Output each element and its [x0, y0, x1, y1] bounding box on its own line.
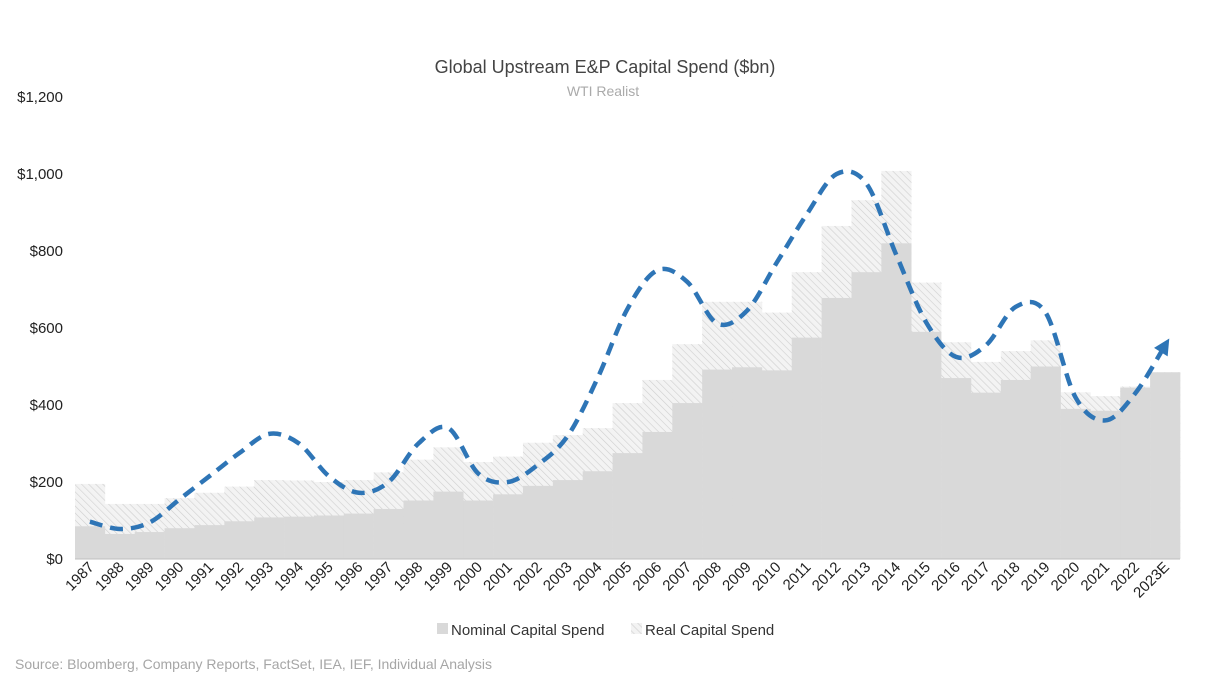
source-note: Source: Bloomberg, Company Reports, Fact…	[15, 656, 492, 672]
nominal-spend-bar	[911, 331, 942, 559]
y-tick-label: $400	[30, 397, 63, 414]
legend-label-nominal: Nominal Capital Spend	[451, 622, 604, 639]
nominal-spend-bar	[642, 431, 673, 559]
nominal-spend-bar	[1030, 366, 1061, 559]
x-tick-label: 1988	[92, 559, 128, 595]
nominal-spend-bar	[941, 378, 972, 559]
nominal-spend-bar	[851, 272, 882, 559]
x-tick-label: 2010	[749, 559, 785, 595]
nominal-spend-bar	[881, 243, 912, 560]
nominal-spend-bar	[164, 528, 195, 559]
chart-title: Global Upstream E&P Capital Spend ($bn)	[435, 57, 776, 77]
y-tick-label: $1,000	[17, 166, 63, 183]
nominal-spend-bar	[403, 500, 434, 559]
x-tick-label: 2001	[480, 559, 516, 595]
x-tick-label: 2009	[719, 559, 755, 595]
y-tick-label: $0	[46, 551, 63, 568]
x-tick-label: 1990	[152, 559, 188, 595]
legend-swatch-nominal	[437, 623, 448, 634]
x-tick-label: 1992	[211, 559, 247, 595]
nominal-spend-bar	[134, 532, 165, 559]
trend-line-layer	[89, 169, 1170, 532]
nominal-spend-bar	[791, 337, 822, 559]
nominal-spend-bar	[1060, 408, 1091, 559]
nominal-spend-bar	[254, 517, 285, 559]
x-tick-label: 2005	[600, 559, 636, 595]
x-tick-label: 2014	[868, 559, 904, 595]
nominal-spend-bar	[612, 453, 643, 559]
nominal-spend-bar	[463, 500, 494, 559]
x-tick-label: 2000	[450, 559, 486, 595]
x-tick-label: 1998	[391, 559, 427, 595]
x-tick-label: 1989	[122, 559, 158, 595]
x-tick-label: 2006	[630, 559, 666, 595]
legend: Nominal Capital Spend Real Capital Spend	[437, 622, 774, 639]
nominal-spend-bar	[1000, 379, 1031, 559]
nominal-spend-bar	[1090, 410, 1121, 559]
y-tick-label: $800	[30, 243, 63, 260]
nominal-spend-bar	[732, 367, 763, 559]
x-tick-label: 1994	[271, 559, 307, 595]
x-tick-label: 1993	[241, 559, 277, 595]
x-tick-label: 1991	[182, 559, 218, 595]
x-tick-label: 2004	[570, 559, 606, 595]
x-tick-label: 1999	[421, 559, 457, 595]
legend-swatch-real	[631, 623, 642, 634]
nominal-spend-bar	[970, 392, 1002, 559]
nominal-spend-bar	[522, 485, 554, 559]
nominal-spend-bar	[224, 521, 255, 559]
x-tick-label: 1987	[62, 559, 98, 595]
x-tick-label: 2015	[898, 559, 934, 595]
x-tick-label: 2007	[659, 559, 695, 595]
nominal-spend-bar	[552, 480, 584, 559]
nominal-spend-bar	[284, 516, 315, 559]
legend-label-real: Real Capital Spend	[645, 622, 774, 639]
x-tick-label: 2008	[689, 559, 725, 595]
y-axis: $0 $200 $400 $600 $800 $1,000 $1,200	[17, 89, 63, 568]
nominal-spend-bar	[493, 494, 524, 559]
x-tick-label: 2021	[1078, 559, 1114, 595]
x-tick-label: 2018	[988, 559, 1024, 595]
trend-arrowhead	[1154, 338, 1170, 357]
x-tick-label: 1995	[301, 559, 337, 595]
nominal-spend-bar	[1120, 387, 1151, 559]
nominal-spend-bar	[343, 513, 374, 559]
x-tick-label: 2002	[510, 559, 546, 595]
x-tick-label: 2019	[1018, 559, 1054, 595]
nominal-spend-bar	[313, 515, 345, 559]
nominal-spend-bar	[373, 508, 404, 559]
nominal-spend-bar	[104, 533, 136, 559]
nominal-spend-bar	[582, 471, 613, 559]
nominal-spend-bar	[702, 369, 733, 559]
x-tick-label: 2016	[928, 559, 964, 595]
nominal-spend-bar	[761, 370, 793, 559]
x-tick-label: 2003	[540, 559, 576, 595]
trend-line	[89, 169, 1168, 532]
y-tick-label: $200	[30, 474, 63, 491]
x-tick-label: 2012	[809, 559, 845, 595]
x-tick-label: 1996	[331, 559, 367, 595]
x-tick-label: 2013	[839, 559, 875, 595]
nominal-spend-bar	[75, 526, 106, 559]
x-tick-label: 2017	[958, 559, 994, 595]
nominal-spend-bar	[821, 297, 852, 559]
x-tick-label: 1997	[361, 559, 397, 595]
x-axis: 1987198819891990199119921993199419951996…	[62, 559, 1173, 602]
x-tick-label: 2020	[1048, 559, 1084, 595]
nominal-spend-bar	[672, 403, 703, 559]
y-tick-label: $1,200	[17, 89, 63, 106]
nominal-spend-series	[75, 243, 1181, 560]
x-tick-label: 2011	[780, 559, 815, 594]
nominal-spend-bar	[1150, 372, 1181, 559]
chart-subtitle: WTI Realist	[567, 83, 639, 99]
nominal-spend-bar	[433, 491, 464, 559]
y-tick-label: $600	[30, 320, 63, 337]
nominal-spend-bar	[194, 525, 225, 559]
